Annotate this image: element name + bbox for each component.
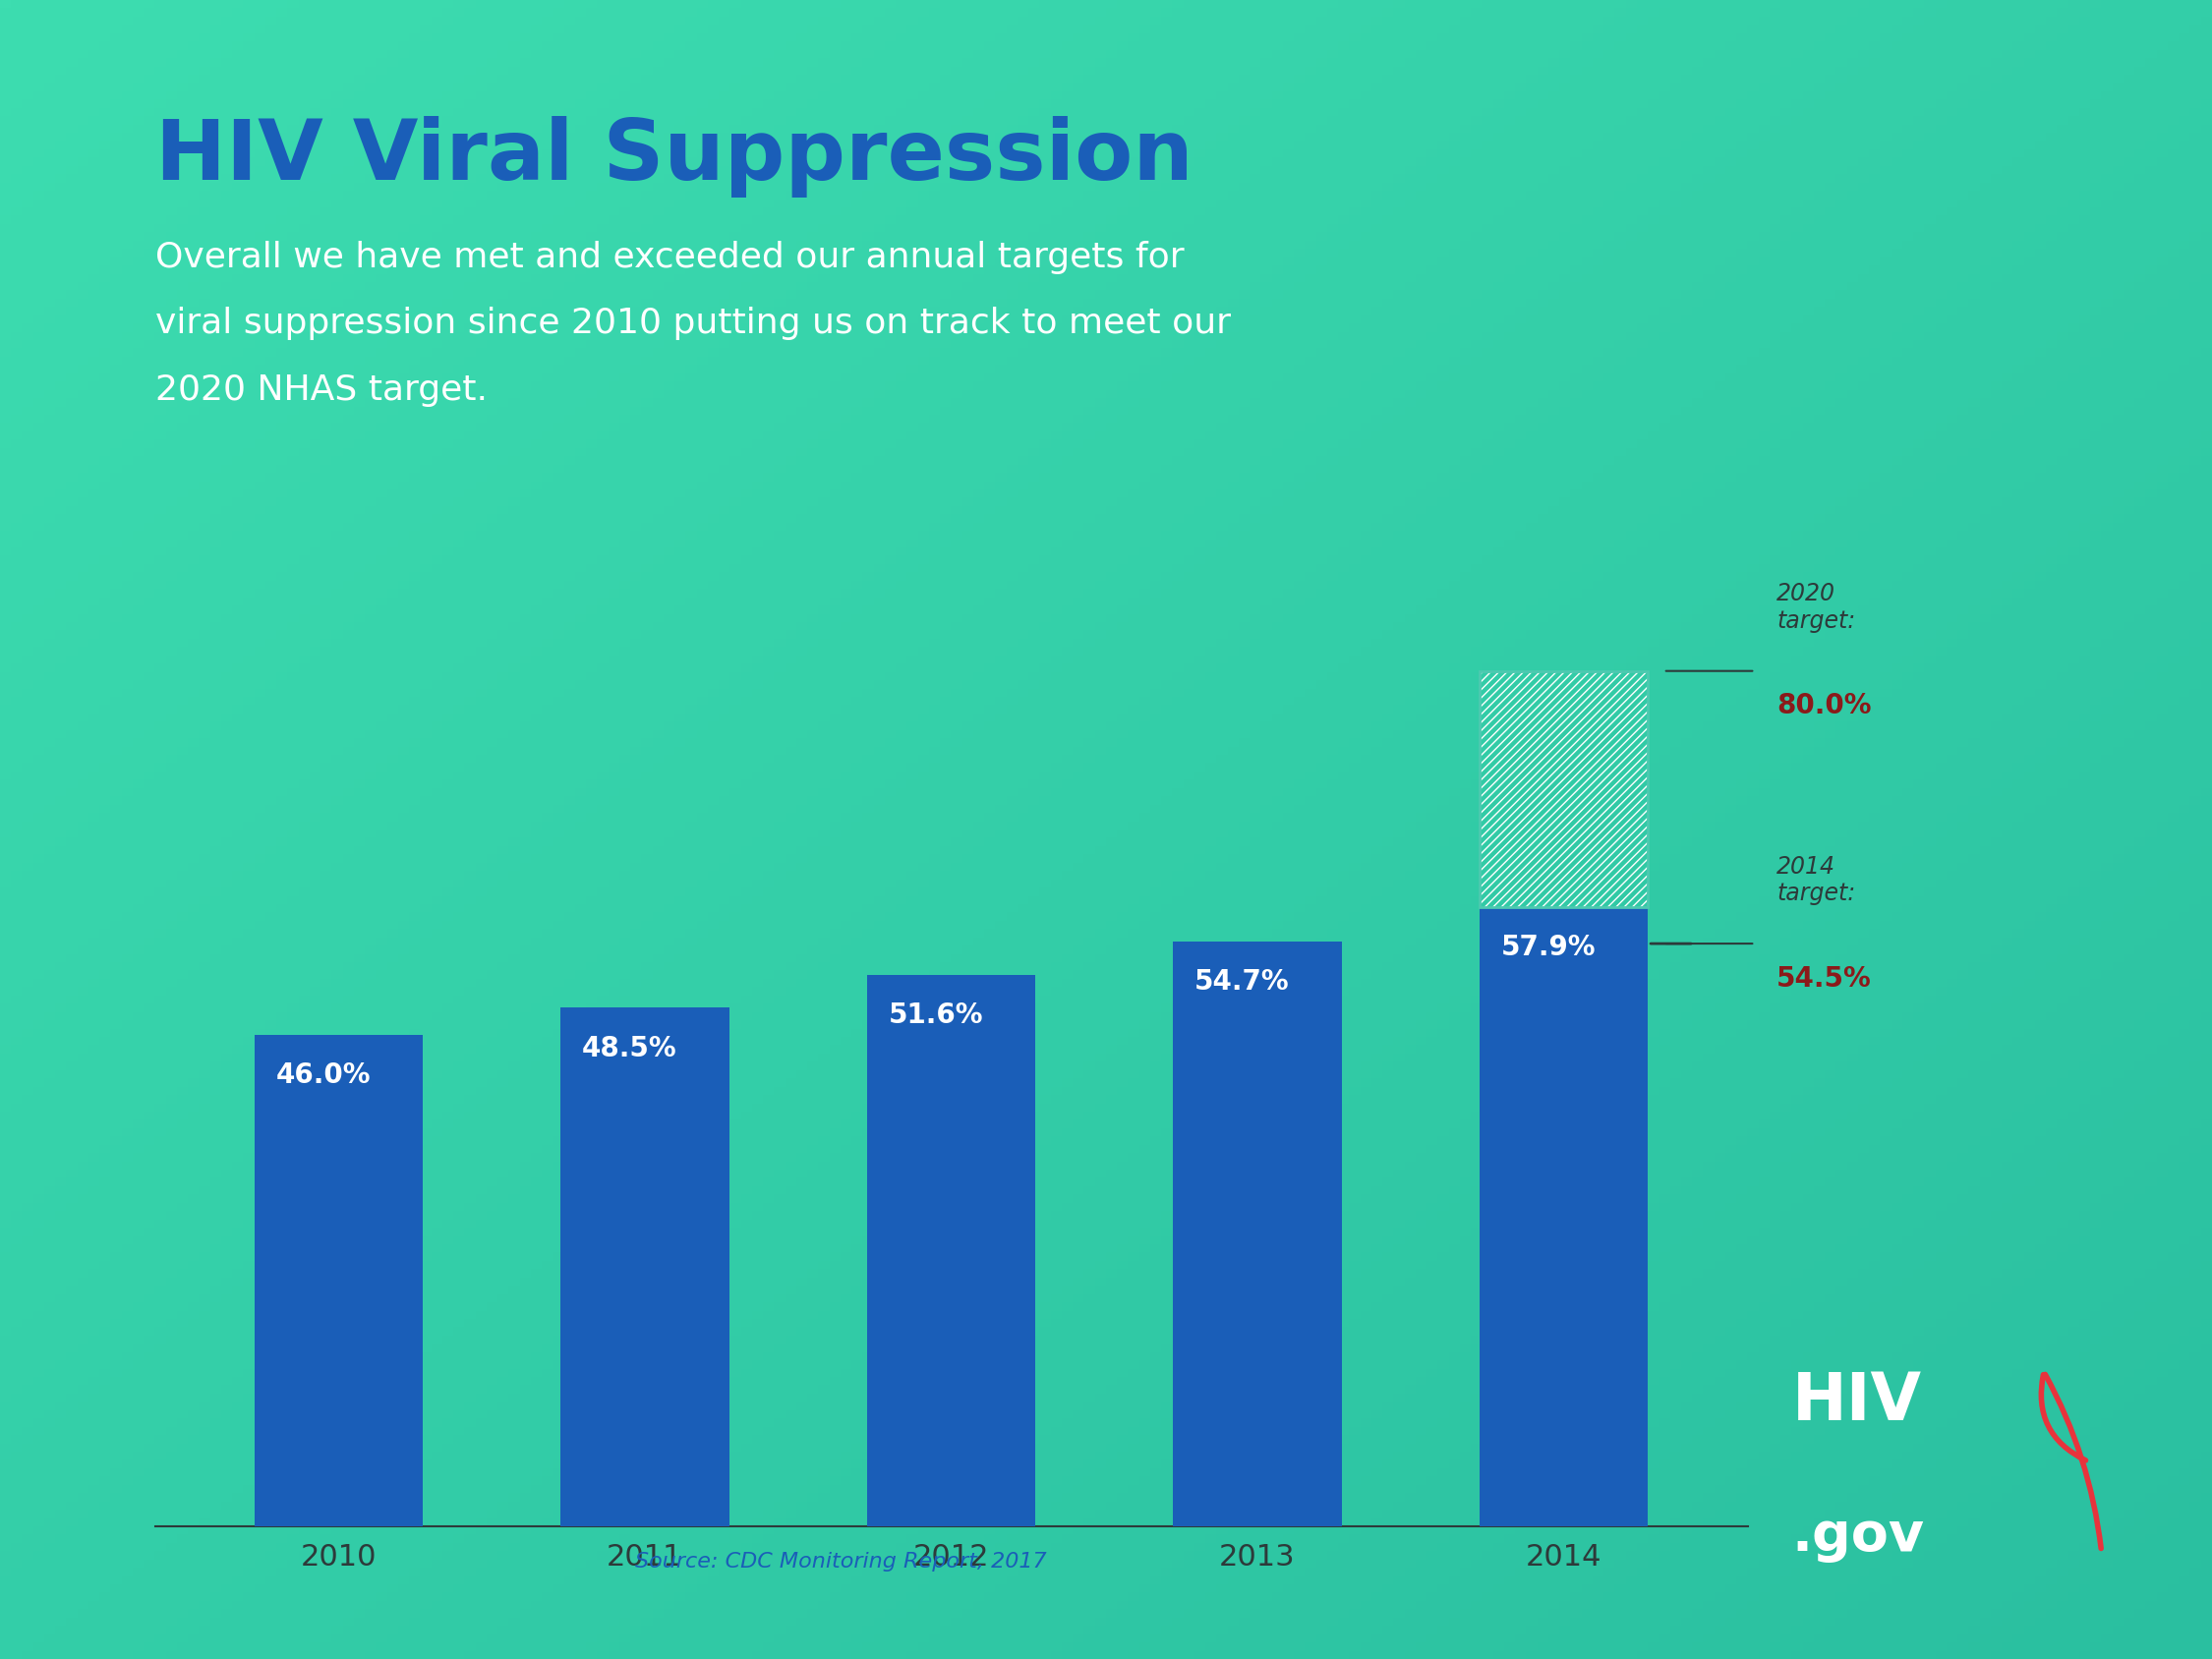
Text: HIV Viral Suppression: HIV Viral Suppression <box>155 116 1192 197</box>
Text: Source: CDC Monitoring Report, 2017: Source: CDC Monitoring Report, 2017 <box>635 1553 1046 1571</box>
Text: 46.0%: 46.0% <box>276 1062 372 1088</box>
Text: HIV: HIV <box>1792 1369 1922 1435</box>
Text: 54.7%: 54.7% <box>1194 969 1290 995</box>
Bar <box>1480 670 1648 907</box>
Bar <box>1480 670 1648 907</box>
Bar <box>560 1007 730 1526</box>
Text: 51.6%: 51.6% <box>889 1002 984 1029</box>
Text: 80.0%: 80.0% <box>1776 692 1871 720</box>
Bar <box>254 1035 422 1526</box>
Text: 57.9%: 57.9% <box>1502 934 1595 962</box>
Text: Overall we have met and exceeded our annual targets for: Overall we have met and exceeded our ann… <box>155 241 1183 274</box>
Text: 54.5%: 54.5% <box>1776 966 1871 992</box>
Bar <box>1480 907 1648 1526</box>
Text: 2014
target:: 2014 target: <box>1776 854 1856 932</box>
Bar <box>1172 941 1343 1526</box>
Text: 2020 NHAS target.: 2020 NHAS target. <box>155 373 487 406</box>
Text: .gov: .gov <box>1792 1510 1924 1563</box>
Text: 48.5%: 48.5% <box>582 1035 677 1062</box>
Text: 2020
target:: 2020 target: <box>1776 582 1856 660</box>
Bar <box>867 974 1035 1526</box>
Text: viral suppression since 2010 putting us on track to meet our: viral suppression since 2010 putting us … <box>155 307 1230 340</box>
